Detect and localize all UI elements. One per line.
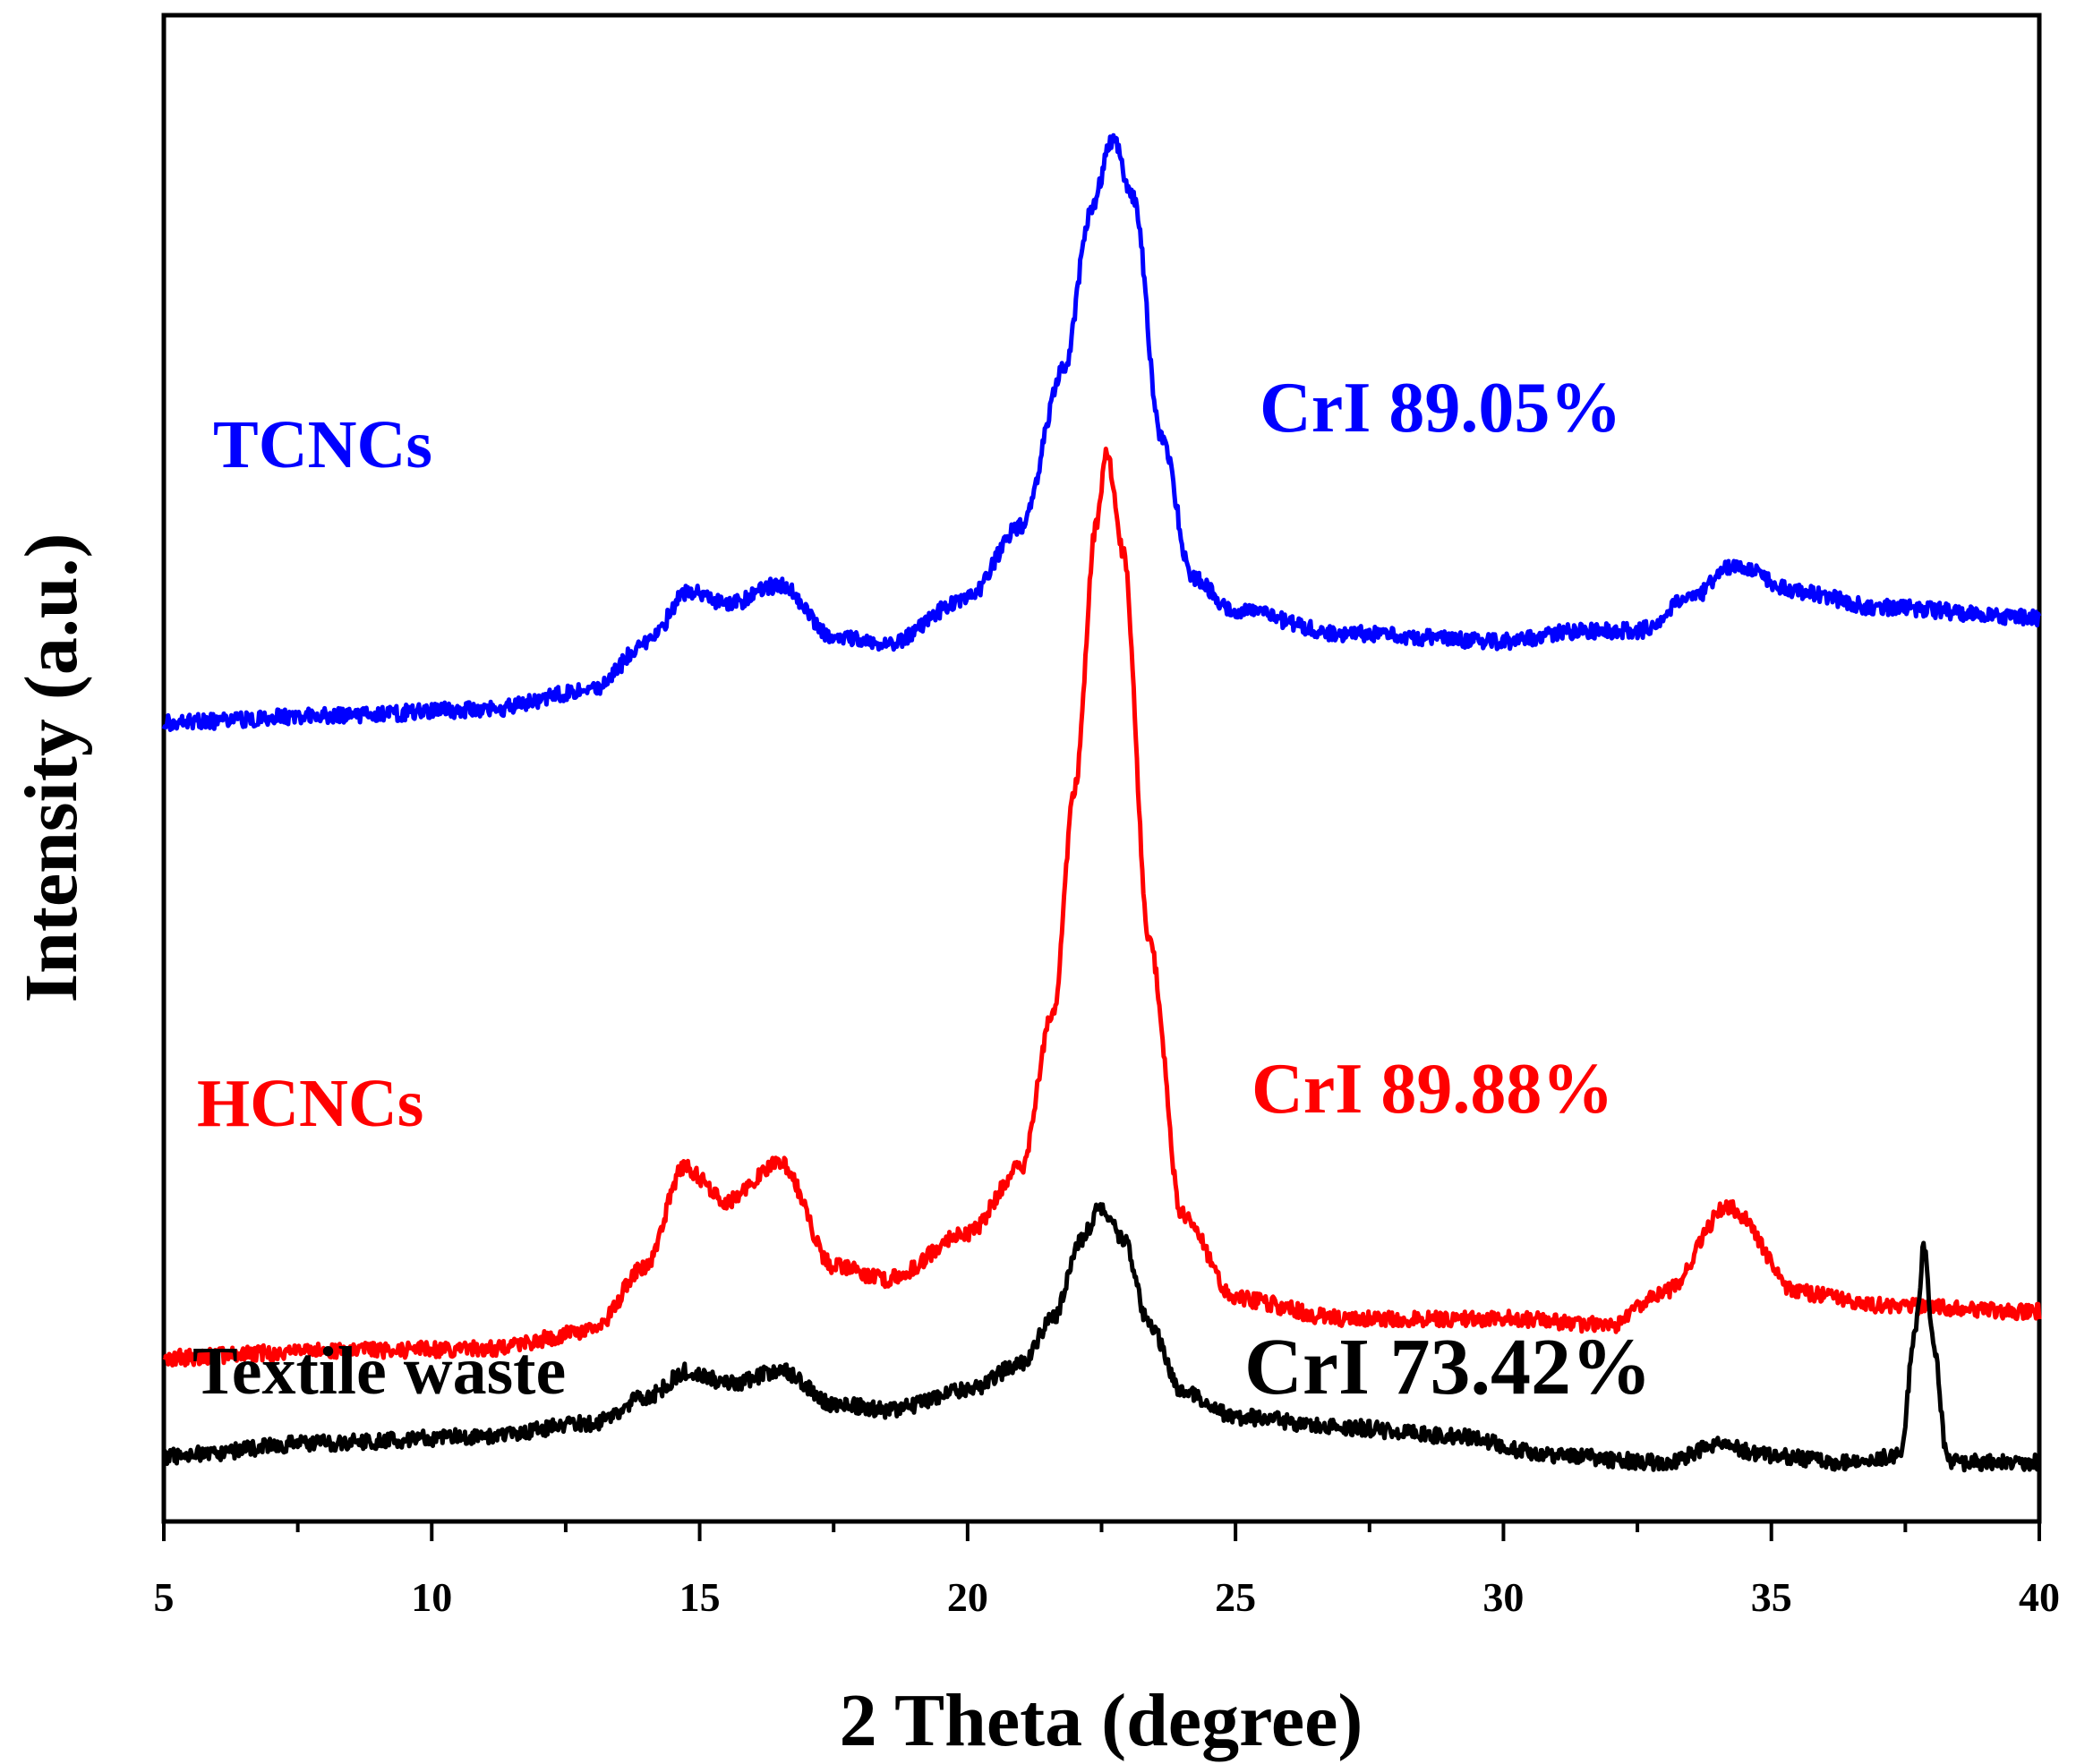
y-axis-title: Intensity (a.u.) [10, 533, 93, 1002]
x-tick-label: 25 [1215, 1574, 1256, 1620]
x-axis-title: 2 Theta (degree) [840, 1679, 1363, 1762]
series-group [161, 132, 2042, 1473]
x-tick-label: 15 [679, 1574, 721, 1620]
x-tick-label: 20 [947, 1574, 988, 1620]
y-axis: Intensity (a.u.) [10, 533, 93, 1002]
x-axis: 5 10 15 20 25 30 35 40 2 Theta (degree) [154, 1521, 2060, 1762]
series-line-tcncs [161, 132, 2042, 732]
x-tick-label: 35 [1751, 1574, 1792, 1620]
series-name-label: Textile waste [192, 1334, 566, 1409]
plot-frame [161, 13, 2042, 1524]
x-tick-label: 30 [1482, 1574, 1524, 1620]
x-tick-label: 40 [2019, 1574, 2060, 1620]
x-tick-label: 5 [154, 1574, 175, 1620]
x-ticks: 5 10 15 20 25 30 35 40 [154, 1521, 2060, 1620]
series-line-hcncs [162, 447, 2042, 1368]
cri-annotation: CrI 89.05% [1260, 369, 1621, 447]
series-line-textile-waste [161, 1202, 2042, 1473]
plot-area [161, 13, 2042, 1524]
cri-annotation: CrI 73.42% [1244, 1323, 1652, 1411]
x-tick-label: 10 [411, 1574, 452, 1620]
series-name-label: TCNCs [213, 407, 432, 482]
series-name-label: HCNCs [197, 1066, 423, 1141]
series-labels: TCNCs CrI 89.05% HCNCs CrI 89.88% Textile wa… [192, 369, 1652, 1411]
cri-annotation: CrI 89.88% [1252, 1050, 1613, 1129]
